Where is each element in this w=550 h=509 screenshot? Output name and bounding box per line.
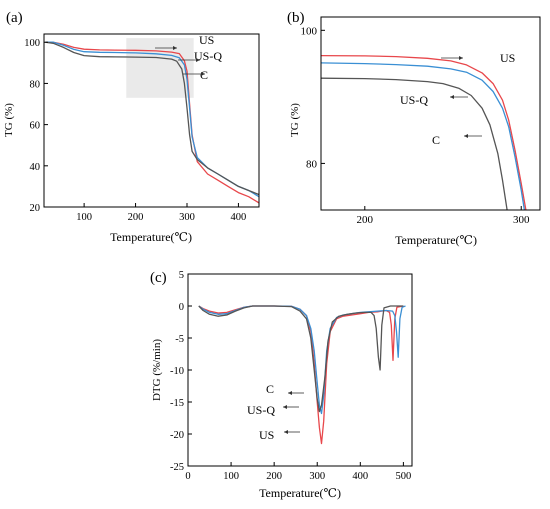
legend-label-us: US	[259, 428, 274, 442]
legend-arrow-head	[464, 134, 468, 138]
legend-label-us-q: US-Q	[400, 93, 428, 107]
legend-arrow-head	[201, 72, 205, 76]
x-axis-label: Temperature(℃)	[395, 233, 477, 247]
y-tick-label: -25	[170, 462, 184, 473]
x-tick-label: 200	[128, 212, 144, 223]
zoom-highlight-box	[126, 38, 194, 98]
y-tick-label: 0	[179, 302, 184, 313]
legend-label-us: US	[500, 51, 515, 65]
legend-label-us-q: US-Q	[247, 403, 275, 417]
x-tick-label: 400	[231, 212, 247, 223]
legend-arrow-head	[283, 405, 287, 409]
x-tick-label: 100	[223, 471, 239, 482]
legend-label-us: US	[199, 33, 214, 47]
x-axis-label: Temperature(℃)	[259, 486, 341, 500]
y-axis-label: TG (%)	[289, 103, 301, 137]
y-axis-label: DTG (%/min)	[151, 339, 163, 401]
chart-panel-c: 0 100 200 300 400 500 5 0 -5 -10 -15 -20 -25 Temperat…	[151, 270, 413, 500]
y-tick-label: 20	[30, 203, 41, 214]
series-line-us-q	[198, 305, 406, 415]
plot-frame	[320, 16, 541, 211]
y-tick-label: 60	[30, 121, 41, 132]
x-tick-label: 500	[396, 471, 412, 482]
x-tick-label: 100	[76, 212, 92, 223]
legend-arrow-head	[173, 46, 177, 50]
y-tick-label: 80	[30, 79, 41, 90]
y-tick-label: -10	[170, 366, 184, 377]
y-tick-label: 100	[301, 25, 318, 37]
series-line-c	[321, 77, 508, 210]
legend-arrow-head	[450, 95, 454, 99]
y-axis-label: TG (%)	[3, 103, 15, 137]
x-tick-label: 0	[185, 471, 190, 482]
legend-label-c: C	[432, 133, 440, 147]
y-tick-label: -20	[170, 430, 184, 441]
series-line-us	[321, 54, 527, 210]
x-tick-label: 300	[309, 471, 325, 482]
chart-panel-b: 200 300 80 100 Temperature(℃) TG (%) US US-Q C	[289, 16, 541, 247]
series-line-us-q	[321, 62, 526, 210]
y-tick-label: -15	[170, 398, 184, 409]
x-tick-label: 300	[179, 212, 195, 223]
panel-label-b: (b)	[287, 10, 305, 26]
series-line-c	[198, 305, 404, 413]
x-axis-label: Temperature(℃)	[110, 230, 192, 244]
series-line-us	[198, 305, 404, 445]
chart-panel-a: 100 200 300 400 20 40 60 80 100 Temperature(℃) TG …	[3, 33, 260, 244]
legend-arrow-head	[288, 391, 292, 395]
y-tick-label: 40	[30, 162, 41, 173]
x-tick-label: 200	[266, 471, 282, 482]
plot-frame	[187, 273, 413, 467]
panel-label-c: (c)	[150, 270, 167, 286]
legend-label-c: C	[266, 382, 274, 396]
y-tick-label: 80	[306, 158, 318, 170]
y-tick-label: 5	[179, 270, 184, 281]
legend-label-us-q: US-Q	[194, 49, 222, 63]
legend-arrow-head	[459, 56, 463, 60]
x-tick-label: 200	[357, 214, 374, 226]
legend-arrow-head	[196, 58, 200, 62]
series-line-c	[45, 41, 259, 196]
plot-frame	[43, 33, 260, 208]
y-tick-label: -5	[175, 334, 184, 345]
x-tick-label: 300	[513, 214, 530, 226]
series-line-us	[45, 41, 259, 204]
legend-arrow-head	[284, 430, 288, 434]
y-tick-label: 100	[24, 38, 40, 49]
panel-label-a: (a)	[6, 10, 23, 26]
x-tick-label: 400	[352, 471, 368, 482]
legend-label-c: C	[200, 68, 208, 82]
